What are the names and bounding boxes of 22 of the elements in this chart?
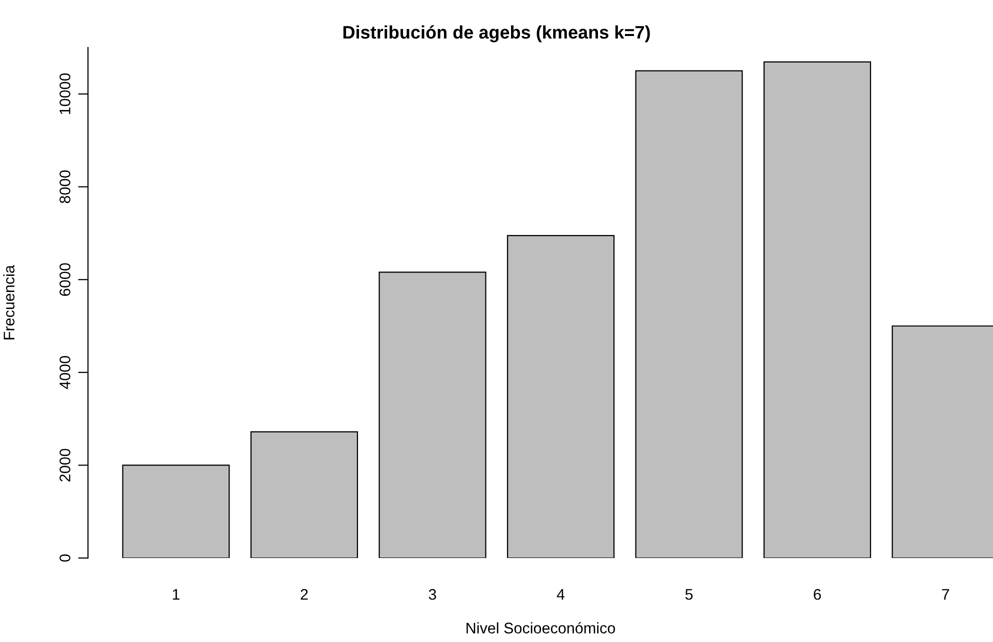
y-axis-title: Frecuencia bbox=[3, 265, 14, 340]
x-tick-label: 7 bbox=[942, 589, 950, 600]
bar bbox=[635, 70, 743, 558]
y-tick-label: 6000 bbox=[60, 263, 70, 296]
x-axis-title: Nivel Socioeconómico bbox=[466, 622, 616, 634]
bar bbox=[122, 464, 230, 558]
y-tick-label: 2000 bbox=[60, 448, 70, 482]
x-tick-label: 3 bbox=[428, 588, 436, 600]
x-tick-label: 4 bbox=[556, 589, 565, 600]
bar bbox=[378, 272, 486, 558]
y-tick-label: 0 bbox=[60, 554, 70, 562]
y-tick-label: 8000 bbox=[60, 170, 70, 204]
x-tick-label: 2 bbox=[300, 588, 308, 600]
bar bbox=[506, 234, 615, 558]
bar bbox=[763, 61, 872, 558]
y-tick-label: 4000 bbox=[60, 356, 70, 390]
chart-title: Distribución de agebs (kmeans k=7) bbox=[343, 25, 650, 42]
x-tick-label: 5 bbox=[685, 589, 693, 600]
bar bbox=[250, 431, 358, 558]
y-tick-label: 10000 bbox=[60, 73, 70, 114]
x-tick-label: 1 bbox=[172, 589, 180, 600]
x-tick-label: 6 bbox=[814, 588, 821, 600]
